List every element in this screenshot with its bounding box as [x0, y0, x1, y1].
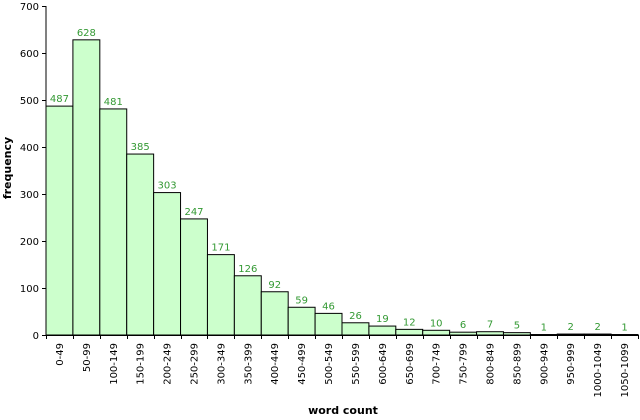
value-label: 171	[211, 243, 230, 254]
bar-600-649	[368, 325, 397, 336]
bar-100-149	[99, 108, 128, 336]
bar-850-899	[502, 332, 531, 336]
x-tick-label: 200-249	[163, 343, 174, 385]
value-label: 247	[184, 207, 203, 218]
x-tick-label: 100-149	[109, 343, 120, 385]
value-label: 303	[158, 181, 177, 192]
value-label: 481	[104, 97, 123, 108]
value-label: 7	[487, 320, 493, 331]
value-label: 5	[514, 321, 520, 332]
bar-350-399	[233, 275, 262, 336]
y-tick-label: 600	[20, 49, 39, 60]
x-tick-label: 50-99	[82, 343, 93, 372]
bar-0-49	[45, 105, 74, 336]
bar-700-749	[422, 329, 451, 336]
x-tick-label: 950-999	[566, 343, 577, 385]
value-label: 126	[238, 264, 257, 275]
x-tick-label: 550-599	[351, 343, 362, 385]
value-label: 1	[541, 323, 547, 334]
bar-50-99	[72, 39, 101, 336]
x-tick-label: 700-749	[432, 343, 443, 385]
value-label: 10	[430, 318, 443, 329]
bar-450-499	[287, 306, 316, 336]
x-tick-label: 450-499	[297, 343, 308, 385]
y-tick-label: 200	[20, 237, 39, 248]
x-axis-title: word count	[308, 404, 378, 417]
value-label: 6	[460, 320, 466, 331]
bar-650-699	[395, 328, 424, 336]
bar-1000-1049	[583, 333, 612, 336]
value-label: 2	[568, 322, 574, 333]
y-tick-label: 100	[20, 284, 39, 295]
value-label: 2	[594, 322, 600, 333]
value-label: 46	[322, 301, 335, 312]
bar-150-199	[126, 153, 155, 336]
bar-550-599	[341, 322, 370, 336]
value-label: 59	[295, 295, 308, 306]
x-axis: 0-49 50-99 100-149 150-199 200-249 250-299 300…	[46, 335, 639, 398]
x-tick-label: 350-399	[243, 343, 254, 385]
bar-950-999	[556, 333, 585, 336]
value-label: 628	[77, 28, 96, 39]
value-label: 487	[50, 94, 69, 105]
bars	[45, 39, 639, 336]
x-tick-label: 0-49	[55, 343, 66, 366]
x-tick-label: 300-349	[216, 343, 227, 385]
x-tick-label: 900-949	[539, 343, 550, 385]
x-tick-label: 1050-1099	[620, 343, 631, 398]
x-tick-label: 400-449	[270, 343, 281, 385]
x-tick-label: 650-699	[405, 343, 416, 385]
y-tick-label: 500	[20, 96, 39, 107]
bar-800-849	[476, 331, 504, 336]
bar-1050-1099	[610, 334, 639, 336]
x-tick-label: 250-299	[190, 343, 201, 385]
bar-250-299	[180, 218, 208, 336]
y-tick-label: 0	[33, 331, 39, 342]
y-tick-label: 400	[20, 143, 39, 154]
x-tick-label: 500-549	[324, 343, 335, 385]
x-tick-label: 1000-1049	[593, 343, 604, 398]
value-label: 19	[376, 314, 389, 325]
x-tick-label: 850-899	[512, 343, 523, 385]
bar-300-349	[206, 254, 235, 336]
bar-500-549	[314, 312, 343, 336]
x-tick-label: 750-799	[459, 343, 470, 385]
value-label: 385	[131, 142, 150, 153]
bar-750-799	[449, 331, 478, 336]
value-label: 92	[268, 280, 281, 291]
x-tick-label: 600-649	[378, 343, 389, 385]
y-axis-title: frequency	[1, 137, 14, 199]
y-axis: 0 100 200 300 400 500 600 700	[20, 2, 47, 342]
x-tick-label: 800-849	[486, 343, 497, 385]
value-label: 26	[349, 311, 362, 322]
y-tick-label: 700	[20, 2, 39, 13]
bar-200-249	[153, 192, 182, 336]
bar-900-949	[529, 334, 558, 336]
x-tick-label: 150-199	[136, 343, 147, 385]
y-tick-label: 300	[20, 190, 39, 201]
value-label: 1	[621, 323, 627, 334]
bar-400-449	[260, 291, 289, 336]
value-label: 12	[403, 317, 416, 328]
